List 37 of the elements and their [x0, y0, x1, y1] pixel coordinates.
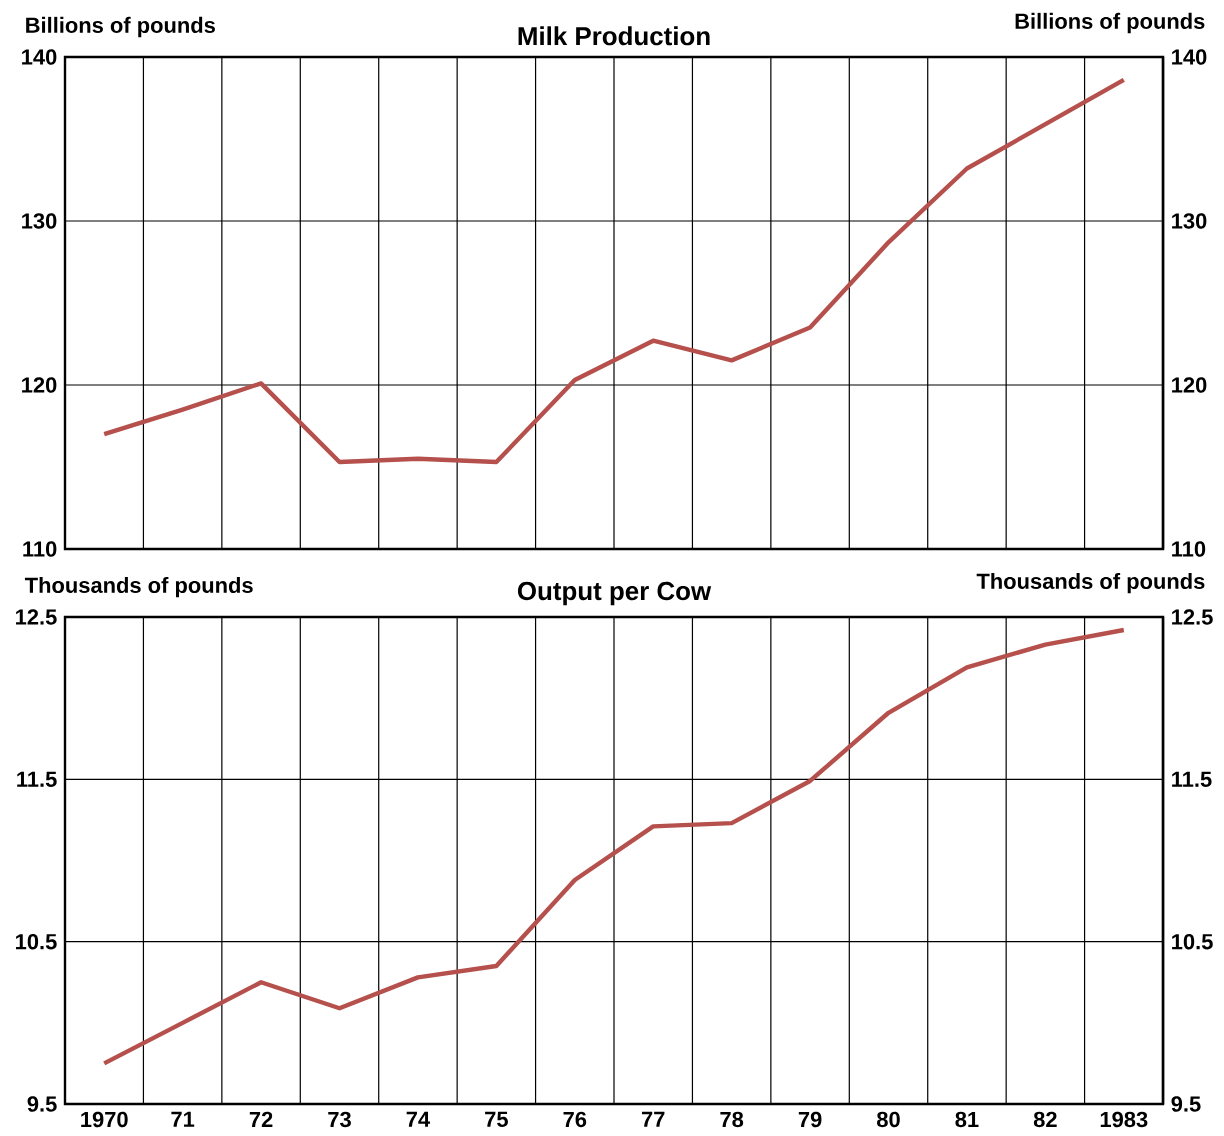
y2-tick-label: 11.5: [1172, 771, 1212, 787]
x-tick-label: 76: [563, 1111, 587, 1128]
x-tick-label: 75: [485, 1111, 508, 1127]
y-tick-label: 140: [22, 49, 57, 65]
y2-tick-label: 120: [1172, 377, 1207, 393]
y2-tick-label: 130: [1172, 213, 1207, 229]
x-tick-label: 77: [641, 1111, 665, 1127]
x-tick-label: 74: [406, 1111, 430, 1127]
y-tick-label: 9.5: [27, 1096, 57, 1112]
y2-axis-title: Thousands of pounds: [976, 572, 1205, 594]
y-tick-label: 11.5: [17, 771, 57, 787]
x-tick-label: 79: [798, 1111, 822, 1128]
y2-axis-title: Billions of pounds: [1015, 12, 1205, 34]
y2-tick-label: 140: [1172, 49, 1207, 65]
y-tick-label: 110: [23, 541, 57, 557]
y-tick-label: 10.5: [16, 933, 57, 950]
y-tick-label: 12.5: [16, 609, 57, 625]
x-tick-label: 73: [328, 1111, 351, 1128]
chart-title: Milk Production: [518, 26, 710, 46]
x-tick-label: 1970: [81, 1111, 128, 1128]
x-tick-label: 81: [955, 1111, 979, 1128]
y2-tick-label: 110: [1172, 541, 1206, 557]
line-series: [102, 627, 1126, 1066]
y-axis-title: Billions of pounds: [26, 16, 215, 38]
x-tick-label: 78: [720, 1111, 744, 1128]
y-tick-label: 120: [22, 377, 57, 393]
y2-tick-label: 10.5: [1172, 933, 1213, 950]
x-tick-label: 80: [877, 1111, 900, 1128]
x-tick-label: 72: [249, 1111, 273, 1128]
y-axis-title: Thousands of pounds: [24, 576, 253, 598]
x-tick-label: 1983: [1100, 1111, 1148, 1128]
chart-title: Output per Cow: [517, 581, 712, 606]
x-tick-label: 71: [171, 1111, 195, 1127]
x-tick-label: 82: [1033, 1111, 1057, 1128]
y2-tick-label: 9.5: [1171, 1096, 1201, 1112]
y2-tick-label: 12.5: [1172, 609, 1213, 625]
y-tick-label: 130: [22, 213, 57, 229]
